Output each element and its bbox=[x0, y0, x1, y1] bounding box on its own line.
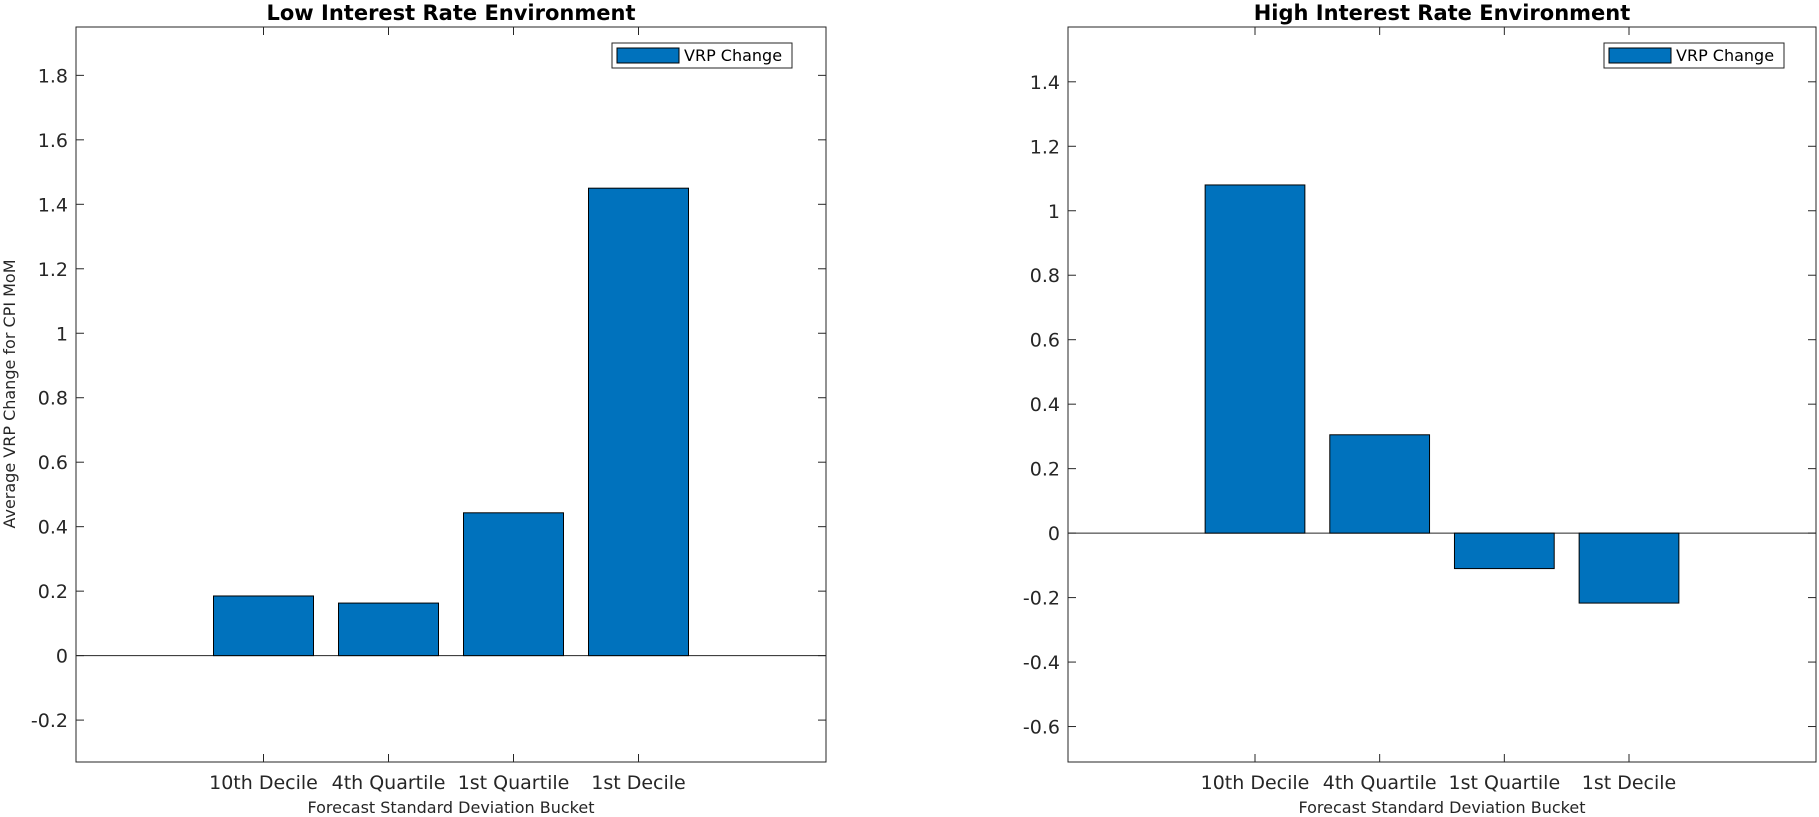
x-axis: 10th Decile 4th Quartile 1st Quartile 1st D… bbox=[1201, 27, 1677, 794]
x-tick-label: 1st Quartile bbox=[458, 772, 570, 794]
chart-high-interest-rate: High Interest Rate Environment -0.6-0.4-… bbox=[1023, 1, 1817, 817]
y-tick-label: -0.2 bbox=[1023, 588, 1060, 610]
bar bbox=[213, 595, 314, 657]
x-tick-label: 1st Decile bbox=[591, 772, 686, 794]
chart-title: Low Interest Rate Environment bbox=[267, 1, 636, 25]
bar bbox=[1453, 532, 1555, 570]
x-axis: 10th Decile 4th Quartile 1st Quartile 1st D… bbox=[209, 27, 686, 794]
y-tick-label: 0 bbox=[1048, 523, 1060, 545]
legend: VRP Change bbox=[611, 42, 793, 69]
y-tick-label: 1 bbox=[56, 323, 68, 345]
y-axis: -0.6 -0.4 -0.2 0 0.2 0.4 0.6 0.8 1 1.2 1.4 bbox=[1023, 72, 1816, 739]
legend-swatch bbox=[1608, 47, 1672, 64]
bar bbox=[463, 512, 564, 657]
x-axis-label: Forecast Standard Deviation Bucket bbox=[307, 798, 594, 817]
y-tick-label: 1 bbox=[1048, 201, 1060, 223]
legend-swatch bbox=[616, 47, 680, 64]
bars bbox=[1204, 184, 1680, 604]
y-tick-label: 1.4 bbox=[1030, 72, 1060, 94]
y-tick-label: 0 bbox=[56, 646, 68, 668]
y-tick-label: 1.2 bbox=[38, 259, 68, 281]
bars bbox=[213, 187, 689, 657]
x-tick-label: 10th Decile bbox=[209, 772, 318, 794]
chart-low-interest-rate: Low Interest Rate Environment -0.2 0 0.2 0.… bbox=[0, 1, 827, 817]
y-tick-label: 1.4 bbox=[38, 194, 68, 216]
y-tick-label: 0.2 bbox=[1030, 459, 1060, 481]
legend-label: VRP Change bbox=[684, 46, 782, 65]
chart-title: High Interest Rate Environment bbox=[1254, 1, 1631, 25]
y-tick-label: -0.2 bbox=[31, 710, 68, 732]
y-tick-label: 0.8 bbox=[38, 388, 68, 410]
y-tick-label: 0.6 bbox=[1030, 330, 1060, 352]
bar bbox=[588, 187, 689, 657]
x-tick-label: 1st Decile bbox=[1582, 772, 1677, 794]
y-axis-label: Average VRP Change for CPI MoM bbox=[0, 259, 19, 528]
bar bbox=[1578, 532, 1680, 604]
y-tick-label: 0.2 bbox=[38, 581, 68, 603]
plot-frame bbox=[75, 26, 827, 763]
y-tick-label: -0.4 bbox=[1023, 652, 1060, 674]
bar bbox=[1204, 184, 1306, 534]
bar bbox=[1329, 434, 1431, 534]
y-tick-label: 0.4 bbox=[1030, 394, 1060, 416]
y-tick-label: 0.8 bbox=[1030, 265, 1060, 287]
y-axis: -0.2 0 0.2 0.4 0.6 0.8 1 1.2 1.4 1.6 1.8 bbox=[31, 65, 826, 732]
x-tick-label: 4th Quartile bbox=[332, 772, 446, 794]
x-axis-label: Forecast Standard Deviation Bucket bbox=[1298, 798, 1585, 817]
y-tick-label: 0.4 bbox=[38, 517, 68, 539]
y-tick-label: 1.8 bbox=[38, 65, 68, 87]
y-tick-label: -0.6 bbox=[1023, 717, 1060, 739]
legend: VRP Change bbox=[1603, 42, 1785, 69]
legend-label: VRP Change bbox=[1676, 46, 1774, 65]
y-tick-label: 0.6 bbox=[38, 452, 68, 474]
x-tick-label: 10th Decile bbox=[1201, 772, 1310, 794]
bar bbox=[338, 602, 439, 657]
y-tick-label: 1.6 bbox=[38, 130, 68, 152]
plot-frame bbox=[1067, 26, 1817, 763]
y-tick-label: 1.2 bbox=[1030, 136, 1060, 158]
x-tick-label: 4th Quartile bbox=[1323, 772, 1437, 794]
x-tick-label: 1st Quartile bbox=[1449, 772, 1561, 794]
